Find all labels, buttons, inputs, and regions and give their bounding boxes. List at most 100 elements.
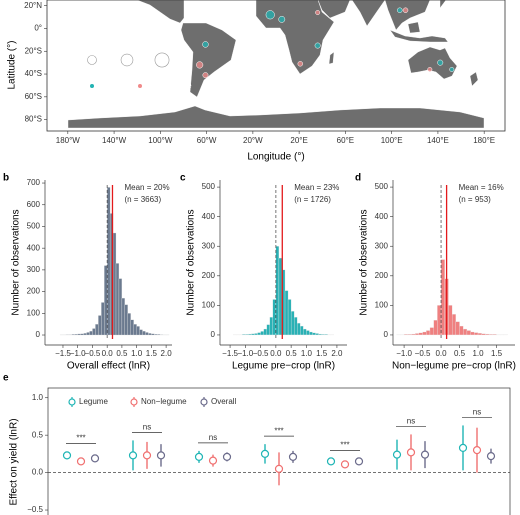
y-tick-label: 40°S: [25, 69, 42, 78]
histogram-bar: [429, 327, 434, 336]
x-tick-label: 0.5: [454, 349, 466, 358]
histogram-bar: [92, 328, 96, 336]
y-tick-label: 400: [375, 212, 389, 221]
histogram-bar: [266, 324, 270, 336]
x-tick-label: 180°E: [473, 136, 495, 145]
panel-letter: e: [3, 373, 9, 384]
histogram-bar: [287, 299, 292, 336]
histogram-bar: [101, 302, 105, 336]
histogram-bar: [303, 328, 307, 336]
histogram-bar: [470, 331, 475, 336]
x-tick-label: 2.0: [331, 349, 343, 358]
histogram-bar: [151, 333, 155, 336]
histogram-bar: [315, 333, 319, 336]
legend-label: Legume: [98, 81, 127, 90]
x-tick-label: 0.5: [286, 349, 298, 358]
x-tick-label: 1.5: [491, 349, 503, 358]
histogram-bar: [290, 311, 295, 336]
x-tick-label: 0.0: [270, 349, 282, 358]
y-tick-label: 500: [27, 222, 41, 231]
significance-label: ns: [407, 417, 415, 426]
histogram-bar: [263, 328, 267, 336]
x-tick-label: 100°W: [148, 136, 173, 145]
point: [486, 452, 496, 461]
panel-letter: c: [180, 173, 186, 184]
x-axis-label: Non−legume pre−crop (lnR): [392, 361, 516, 372]
histogram-bar: [284, 290, 289, 336]
x-tick-label: 60°E: [337, 136, 354, 145]
significance-label: ***: [340, 440, 349, 449]
annotation: Mean = 20%: [124, 183, 169, 192]
legend-key: [200, 398, 208, 406]
point: [128, 451, 138, 460]
y-tick-label: 20°N: [24, 1, 42, 10]
y-tick-label: 100: [27, 308, 41, 317]
y-tick-label: 1.0: [32, 393, 44, 402]
histogram-bar: [104, 265, 108, 336]
histogram-bar: [95, 324, 99, 336]
y-tick-label: 60°S: [25, 92, 42, 101]
y-axis-label: Effect on yield (lnR): [9, 418, 20, 505]
x-tick-label: 1.5: [146, 349, 158, 358]
histogram-bar: [448, 305, 453, 336]
x-tick-label: 2.0: [161, 349, 173, 358]
x-tick-label: 20°E: [290, 136, 307, 145]
annotation: (n = 953): [459, 195, 492, 204]
x-tick-label: −0.5: [253, 349, 269, 358]
map-point: [402, 7, 409, 13]
y-axis-label: Number of observations: [359, 209, 370, 315]
histogram-bar: [411, 333, 416, 336]
y-tick-label: 20°S: [25, 46, 42, 55]
point: [288, 452, 298, 461]
point: [76, 457, 86, 466]
histogram-bar: [415, 333, 420, 336]
histogram-bar: [492, 334, 497, 336]
y-tick-label: 200: [202, 271, 216, 280]
point: [142, 451, 152, 460]
y-axis-label: Latitude (°): [7, 40, 18, 89]
histogram-bar: [481, 333, 486, 336]
point: [458, 443, 468, 452]
point: [156, 451, 166, 460]
map-point: [437, 59, 444, 66]
histogram-bar: [145, 332, 149, 336]
histogram-bar: [485, 333, 490, 336]
histogram-bar: [154, 333, 158, 336]
legend-key: [90, 84, 94, 88]
y-tick-label: 600: [27, 200, 41, 209]
histogram-bar: [312, 332, 316, 336]
point: [222, 452, 232, 461]
y-tick-label: 80°S: [25, 115, 42, 124]
histogram-bar: [124, 304, 128, 336]
point: [194, 452, 204, 461]
histogram-bar: [278, 257, 283, 336]
x-tick-label: −1.0: [237, 349, 253, 358]
y-tick-label: 200: [375, 271, 389, 280]
y-tick-label: 100: [202, 300, 216, 309]
histogram-bar: [257, 332, 261, 336]
map-point: [202, 41, 209, 48]
x-tick-label: 1.0: [131, 349, 143, 358]
x-tick-label: 100°E: [381, 136, 403, 145]
size-legend-key: [87, 55, 97, 65]
annotation: (n = 3663): [124, 195, 161, 204]
map-point: [196, 61, 204, 69]
histogram-bar: [300, 325, 304, 336]
y-axis-label: Number of observations: [186, 209, 197, 315]
x-tick-label: 0.0: [435, 349, 447, 358]
x-axis-label: Legume pre−crop (lnR): [232, 361, 335, 372]
histogram-bar: [112, 232, 117, 336]
legend-key: [138, 84, 142, 88]
y-axis-label: Number of observations: [11, 209, 22, 315]
y-tick-label: 100: [375, 300, 389, 309]
map-point: [449, 67, 455, 72]
y-tick-label: 400: [202, 212, 216, 221]
significance-label: ns: [143, 423, 151, 432]
panel-letter: d: [355, 173, 361, 184]
x-tick-label: 0.0: [102, 349, 114, 358]
x-tick-label: 140°E: [427, 136, 449, 145]
size-legend-key: [154, 52, 170, 68]
point: [90, 454, 100, 463]
significance-label: ***: [274, 426, 283, 435]
